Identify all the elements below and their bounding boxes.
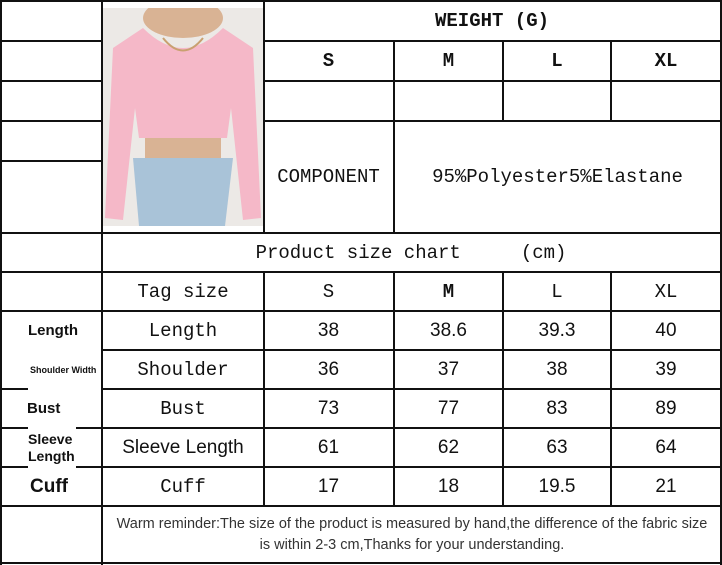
measure-value: 73 bbox=[317, 397, 340, 419]
component-value: 95%Polyester5%Elastane bbox=[432, 166, 683, 188]
measure-value: 61 bbox=[317, 436, 340, 458]
measure-value: 63 bbox=[546, 436, 568, 458]
measure-label: Cuff bbox=[160, 475, 206, 498]
measure-value: 19.5 bbox=[538, 475, 576, 497]
measure-value: 40 bbox=[655, 319, 677, 341]
side-label: Length bbox=[28, 322, 78, 339]
measure-value: 36 bbox=[317, 358, 340, 380]
tag-size-xl: XL bbox=[654, 280, 678, 303]
side-label: Bust bbox=[27, 400, 61, 417]
measure-label: Length bbox=[148, 319, 218, 342]
measure-value: 89 bbox=[655, 397, 677, 419]
size-chart-title: Product size chart (cm) bbox=[102, 234, 720, 271]
measure-value: 38.6 bbox=[430, 319, 467, 341]
tag-size-l: L bbox=[551, 280, 563, 303]
weight-title: WEIGHT (G) bbox=[434, 10, 550, 32]
measure-value: 18 bbox=[437, 475, 460, 497]
product-photo bbox=[103, 8, 263, 226]
measure-label: Sleeve Length bbox=[122, 436, 244, 458]
size-chart-title-text: Product size chart bbox=[255, 241, 461, 264]
measure-value: 17 bbox=[317, 475, 340, 497]
tag-size-m: M bbox=[442, 280, 455, 303]
weight-size-xl: XL bbox=[654, 50, 678, 72]
side-label: Cuff bbox=[30, 475, 68, 497]
tag-size-label: Tag size bbox=[137, 280, 229, 303]
measure-value: 62 bbox=[437, 436, 460, 458]
weight-size-l: L bbox=[551, 50, 563, 72]
tag-size-s: S bbox=[322, 280, 335, 303]
measure-label: Shoulder bbox=[137, 358, 229, 381]
measure-value: 39 bbox=[655, 358, 677, 380]
side-label: Shoulder Width bbox=[30, 364, 97, 375]
measure-value: 37 bbox=[437, 358, 460, 380]
weight-size-m: M bbox=[442, 50, 455, 72]
measure-value: 21 bbox=[655, 475, 677, 497]
warm-reminder: Warm reminder:The size of the product is… bbox=[116, 515, 708, 553]
measure-value: 38 bbox=[546, 358, 568, 380]
weight-size-s: S bbox=[322, 50, 335, 72]
measure-value: 64 bbox=[655, 436, 677, 458]
measure-value: 77 bbox=[437, 397, 460, 419]
measure-label: Bust bbox=[160, 397, 206, 420]
measure-value: 83 bbox=[546, 397, 568, 419]
side-label: Sleeve Length bbox=[28, 430, 75, 464]
measure-value: 38 bbox=[317, 319, 340, 341]
measure-value: 39.3 bbox=[538, 319, 576, 341]
component-label: COMPONENT bbox=[277, 166, 380, 188]
size-chart-unit: (cm) bbox=[520, 241, 567, 264]
